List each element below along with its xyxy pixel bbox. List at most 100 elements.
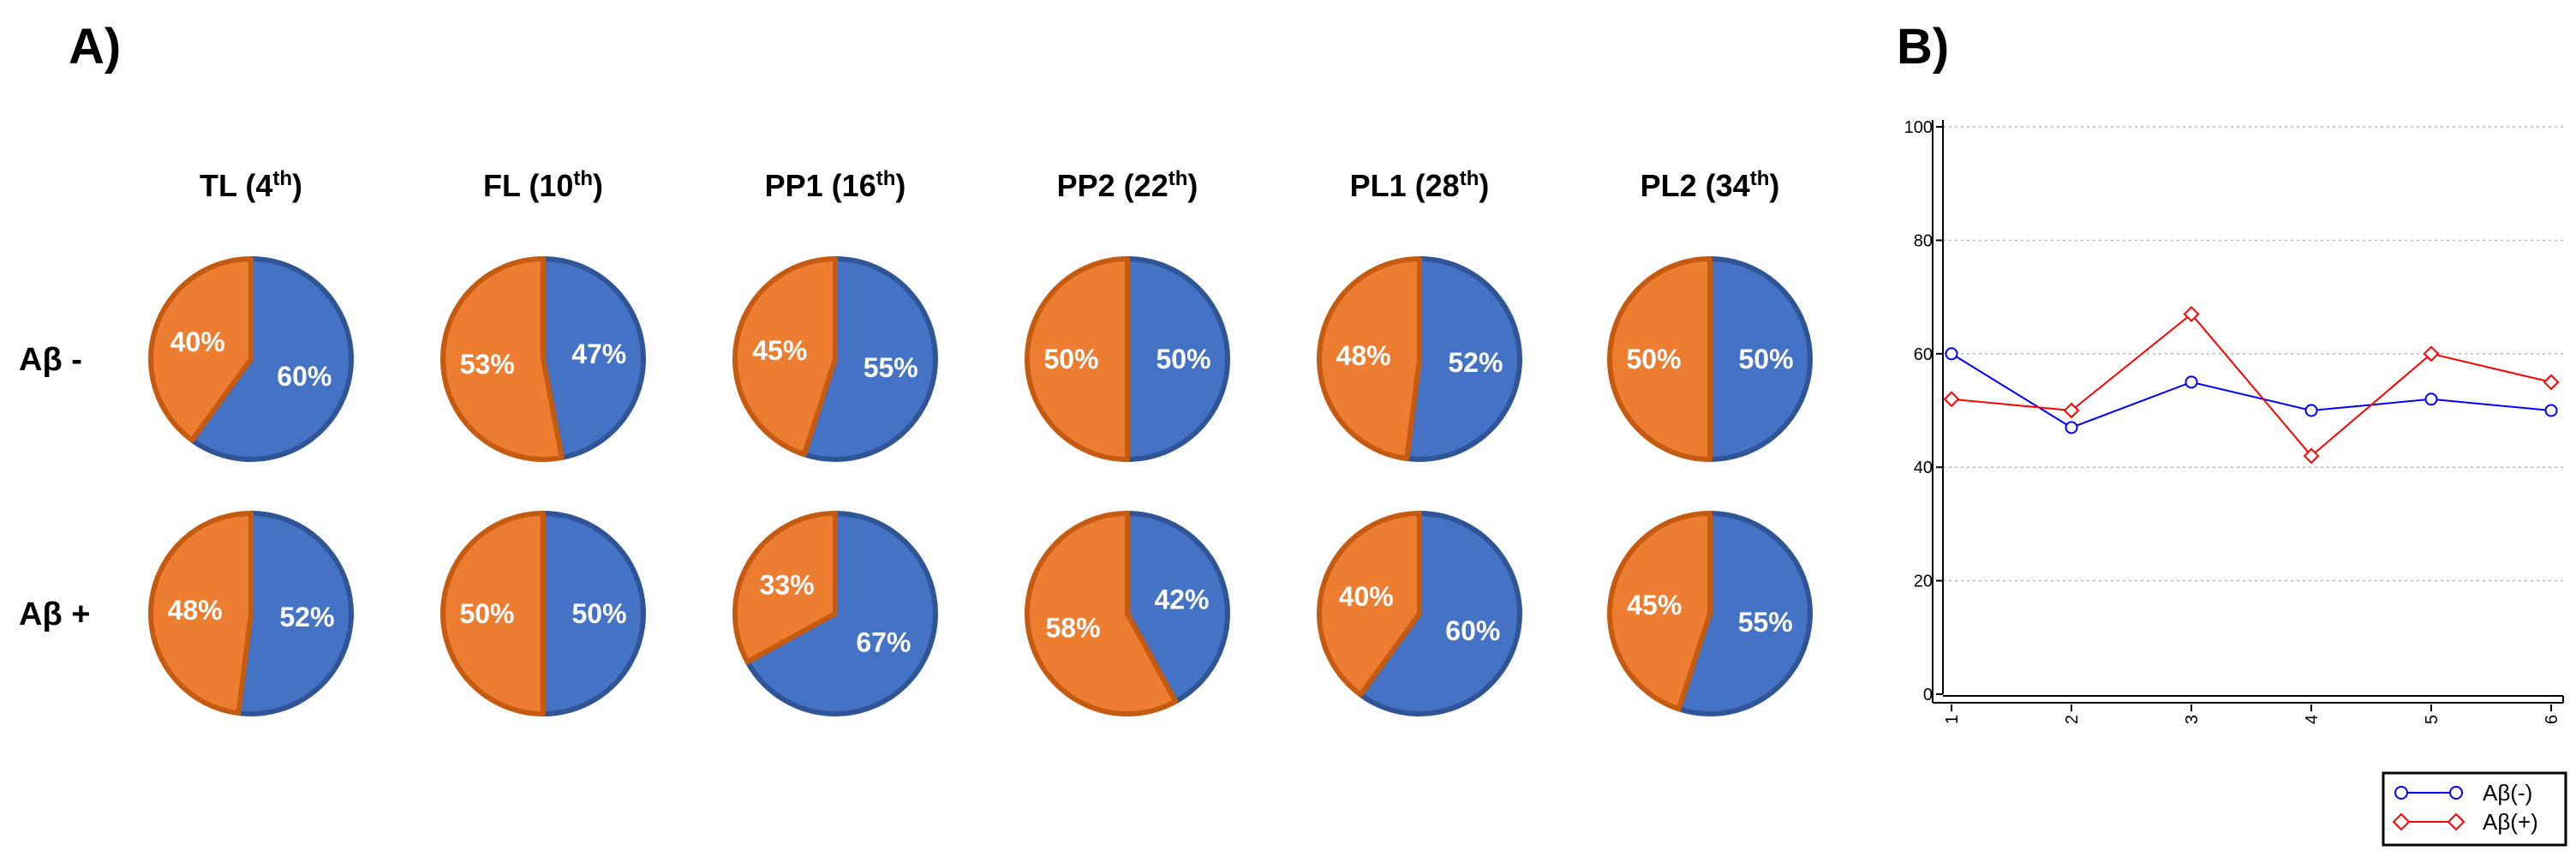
data-point-circle <box>2185 375 2198 389</box>
column-header: FL (10th) <box>483 167 603 203</box>
pie-slice-blue <box>1404 256 1522 462</box>
series-line <box>1951 352 2552 428</box>
pie-label-orange: 50% <box>459 598 514 629</box>
legend-marker-circle <box>2394 786 2408 800</box>
line-chart: 0 20 40 60 80 100 1 2 3 4 5 6 Aβ(-) Aβ(+) <box>1904 118 2567 847</box>
data-point-diamond <box>2063 402 2080 419</box>
legend-label: Aβ(+) <box>2483 809 2538 835</box>
x-tick-label: 6 <box>2543 715 2561 724</box>
column-header-number: 28 <box>1425 168 1460 203</box>
pie-chart: 55% 45% <box>1607 511 1813 716</box>
column-header-superscript: th <box>1750 167 1770 190</box>
pie-slice-blue <box>744 511 938 716</box>
pie-slice-blue <box>1707 256 1813 462</box>
pie-label-blue: 42% <box>1154 584 1209 615</box>
pie-chart: 52% 48% <box>148 511 354 716</box>
row-label: Aβ - <box>19 342 82 378</box>
pie-slice-blue <box>541 256 646 460</box>
pie-slice-blue <box>236 511 354 716</box>
column-header-label: PL1 ( <box>1350 168 1425 203</box>
column-header-label: FL ( <box>483 168 539 203</box>
column-header-superscript: th <box>876 167 896 190</box>
column-header-superscript: th <box>573 167 593 190</box>
column-header-close: ) <box>593 168 603 203</box>
column-header-number: 10 <box>539 168 573 203</box>
data-point-circle <box>2065 421 2078 434</box>
pie-label-orange: 58% <box>1046 612 1101 643</box>
column-header-label: PP2 ( <box>1057 168 1134 203</box>
pie-slice-orange <box>148 511 254 716</box>
pie-chart: 67% 33% <box>732 511 938 716</box>
pie-slice-orange <box>440 256 565 462</box>
column-header-number: 22 <box>1134 168 1168 203</box>
y-tick-label: 80 <box>1914 231 1933 250</box>
column-header: PP1 (16th) <box>765 167 906 203</box>
column-header-number: 34 <box>1716 168 1750 203</box>
pie-slice-blue <box>189 256 354 462</box>
pie-slice-orange <box>1317 511 1422 698</box>
column-header-number: 16 <box>842 168 876 203</box>
column-header: TL (4th) <box>200 167 302 203</box>
pie-slice-orange <box>732 511 838 665</box>
pie-label-blue: 50% <box>1156 344 1210 375</box>
pie-chart: 50% 50% <box>1607 256 1813 462</box>
data-point-diamond <box>2543 374 2560 391</box>
pie-slice-orange <box>440 511 546 716</box>
x-tick-label: 2 <box>2063 715 2082 724</box>
pie-slice-orange <box>1607 256 1712 462</box>
legend: Aβ(-) Aβ(+) <box>2382 771 2567 847</box>
pie-label-blue: 55% <box>1738 607 1793 638</box>
pie-slice-orange <box>732 256 838 458</box>
pie-label-orange: 40% <box>170 327 225 357</box>
x-tick-label: 3 <box>2183 715 2202 724</box>
data-point-circle <box>1945 347 1958 361</box>
pie-chart: 47% 53% <box>440 256 646 462</box>
column-header-close: ) <box>1769 168 1779 203</box>
pie-slice-orange <box>1025 256 1130 462</box>
x-tick-label: 1 <box>1943 715 1962 724</box>
pie-chart: 50% 50% <box>1025 256 1230 462</box>
pie-label-blue: 52% <box>1448 347 1503 378</box>
data-point-diamond <box>2183 306 2200 322</box>
y-tick-label: 0 <box>1923 686 1933 704</box>
pie-label-blue: 52% <box>279 602 334 632</box>
series-line <box>1951 313 2552 458</box>
pie-chart-grid: TL (4th) FL (10th) PP1 (16th) PP2 (22th) PL1… <box>19 167 1813 716</box>
column-header-label: PL2 ( <box>1641 168 1716 203</box>
data-point-circle <box>2544 404 2558 417</box>
column-header-superscript: th <box>1460 167 1479 190</box>
pie-slice-blue <box>541 511 646 716</box>
pie-label-orange: 50% <box>1043 344 1098 375</box>
data-point-circle <box>2424 393 2438 406</box>
legend-marker-diamond <box>2392 812 2411 831</box>
column-header: PL2 (34th) <box>1641 167 1780 203</box>
pie-label-blue: 50% <box>1738 344 1793 375</box>
column-header-number: 4 <box>255 168 272 203</box>
pie-label-blue: 60% <box>277 361 332 392</box>
x-tick-label: 5 <box>2423 715 2442 724</box>
column-header-label: PP1 ( <box>765 168 842 203</box>
legend-label: Aβ(-) <box>2483 780 2532 806</box>
pie-chart: 52% 48% <box>1317 256 1522 462</box>
pie-label-blue: 67% <box>856 626 911 657</box>
column-header-close: ) <box>1479 168 1489 203</box>
data-point-diamond <box>2303 447 2320 464</box>
pie-chart: 60% 40% <box>148 256 354 462</box>
pie-label-orange: 48% <box>1336 340 1391 371</box>
pie-slice-orange <box>1317 256 1422 462</box>
column-header: PP2 (22th) <box>1057 167 1198 203</box>
column-header: PL1 (28th) <box>1350 167 1490 203</box>
legend-box <box>2382 771 2567 847</box>
pie-label-orange: 45% <box>752 335 807 366</box>
panel-a-label: A) <box>69 19 121 75</box>
legend-marker-diamond <box>2447 812 2465 831</box>
pie-chart: 60% 40% <box>1317 511 1522 716</box>
data-point-diamond <box>2423 345 2440 363</box>
pie-chart: 42% 58% <box>1025 511 1230 716</box>
data-point-circle <box>2304 404 2318 417</box>
pie-label-orange: 33% <box>760 570 815 601</box>
pie-slice-orange <box>148 256 254 443</box>
pie-slice-blue <box>1125 256 1230 462</box>
data-point-diamond <box>1943 391 1960 408</box>
